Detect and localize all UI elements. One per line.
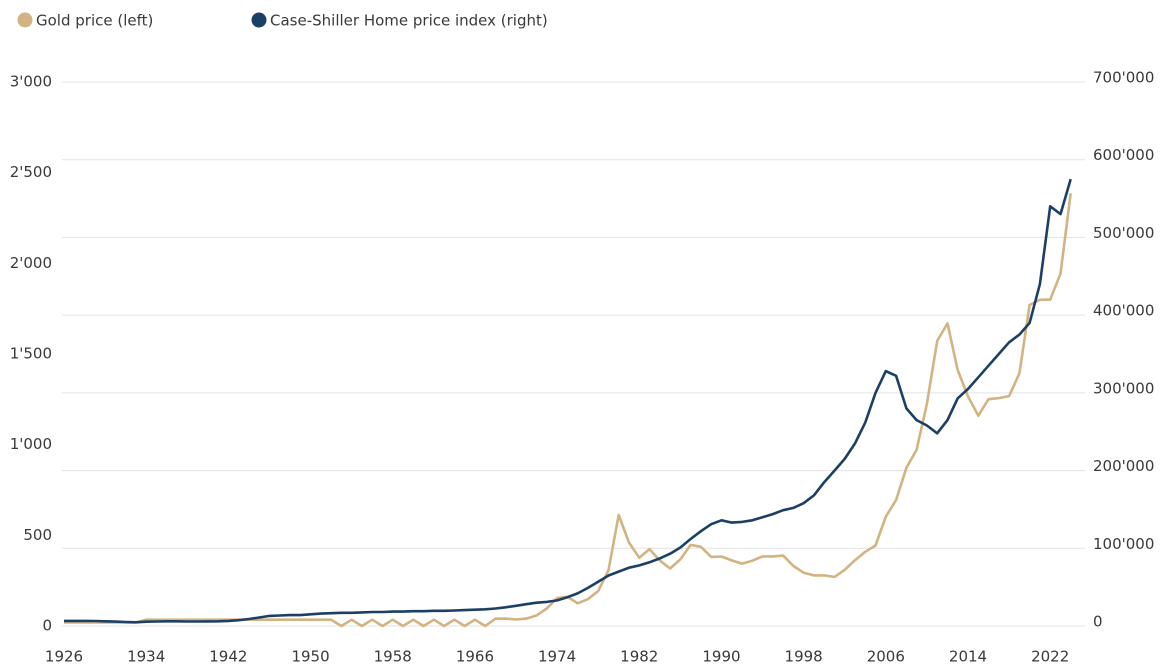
x-tick-label: 1934 <box>127 648 165 666</box>
legend-marker <box>251 12 267 28</box>
legend-label: Gold price (left) <box>36 12 153 30</box>
y-tick-label: 1'000 <box>10 435 52 453</box>
y2-tick-label: 100'000 <box>1093 535 1154 553</box>
x-tick-label: 1950 <box>291 648 329 666</box>
series-line <box>64 178 1072 624</box>
series-line <box>64 193 1072 628</box>
y2-tick-label: 700'000 <box>1093 69 1154 87</box>
x-tick-label: 2022 <box>1031 648 1069 666</box>
y2-tick-label: 600'000 <box>1093 146 1154 164</box>
y2-tick-label: 200'000 <box>1093 457 1154 475</box>
x-tick-label: 1926 <box>45 648 83 666</box>
legend-marker <box>17 12 33 28</box>
x-tick-label: 1942 <box>209 648 247 666</box>
y-tick-label: 2'000 <box>10 254 52 272</box>
x-tick-label: 1998 <box>785 648 823 666</box>
y-tick-label: 2'500 <box>10 163 52 181</box>
x-tick-label: 2014 <box>949 648 987 666</box>
y2-tick-label: 400'000 <box>1093 302 1154 320</box>
y2-tick-label: 0 <box>1093 613 1103 631</box>
y2-tick-label: 500'000 <box>1093 224 1154 242</box>
x-tick-label: 1958 <box>374 648 412 666</box>
x-tick-label: 1982 <box>620 648 658 666</box>
y-tick-label: 0 <box>42 617 52 635</box>
y-tick-label: 1'500 <box>10 345 52 363</box>
x-tick-label: 1966 <box>456 648 494 666</box>
legend-label: Case-Shiller Home price index (right) <box>270 12 548 30</box>
x-tick-label: 1990 <box>702 648 740 666</box>
y2-tick-label: 300'000 <box>1093 379 1154 397</box>
y-tick-label: 3'000 <box>10 73 52 91</box>
x-tick-label: 2006 <box>867 648 905 666</box>
x-tick-label: 1974 <box>538 648 576 666</box>
y-tick-label: 500 <box>23 526 52 544</box>
